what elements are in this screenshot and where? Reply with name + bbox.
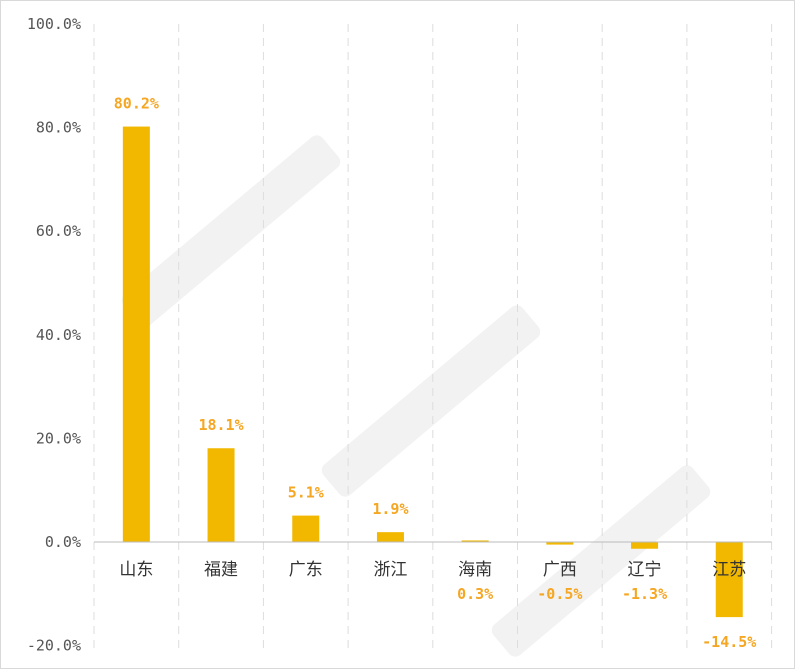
y-tick-label: 100.0% [27,15,81,33]
x-tick-label: 山东 [119,560,153,580]
x-tick-label: 江苏 [712,560,746,580]
y-tick-label: -20.0% [27,637,81,655]
data-label: 80.2% [114,95,159,113]
data-label: -14.5% [702,633,756,651]
y-tick-label: 40.0% [36,326,81,344]
x-tick-label: 浙江 [373,560,407,580]
data-label: 1.9% [372,500,408,518]
data-label: 5.1% [288,484,324,502]
x-tick-label: 广西 [543,560,577,580]
bar-广东 [292,515,320,542]
data-label: -0.5% [537,585,582,603]
y-tick-label: 80.0% [36,119,81,137]
bar-福建 [207,448,235,542]
watermark-mark [321,305,541,497]
data-label: 0.3% [457,585,493,603]
x-tick-label: 海南 [458,560,492,580]
y-tick-label: 60.0% [36,222,81,240]
watermark-mark [121,135,341,327]
data-label: -1.3% [622,585,667,603]
x-tick-label: 广东 [289,560,323,580]
bar-海南 [461,540,489,542]
bar-辽宁 [631,542,659,549]
data-label: 18.1% [198,416,243,434]
x-tick-label: 辽宁 [628,560,662,580]
x-tick-label: 福建 [204,560,238,580]
y-tick-label: 0.0% [45,533,81,551]
bar-浙江 [376,532,404,542]
bar-江苏 [715,542,743,618]
bar-山东 [122,126,150,543]
watermark-mark [491,465,711,657]
bar-广西 [546,542,574,545]
y-tick-label: 20.0% [36,429,81,447]
